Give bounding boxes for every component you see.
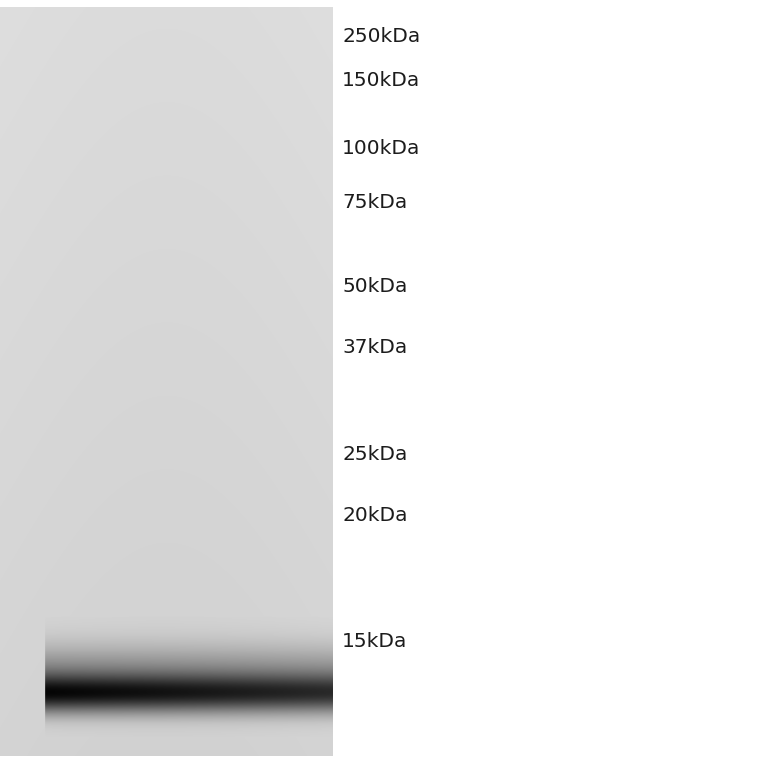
Text: 15kDa: 15kDa bbox=[342, 633, 408, 651]
Text: 37kDa: 37kDa bbox=[342, 338, 407, 357]
Text: 150kDa: 150kDa bbox=[342, 71, 420, 89]
Text: 250kDa: 250kDa bbox=[342, 28, 420, 46]
Text: 100kDa: 100kDa bbox=[342, 140, 421, 158]
Text: 20kDa: 20kDa bbox=[342, 507, 408, 525]
Text: 25kDa: 25kDa bbox=[342, 445, 408, 464]
Text: 50kDa: 50kDa bbox=[342, 277, 408, 296]
Text: 75kDa: 75kDa bbox=[342, 193, 407, 212]
